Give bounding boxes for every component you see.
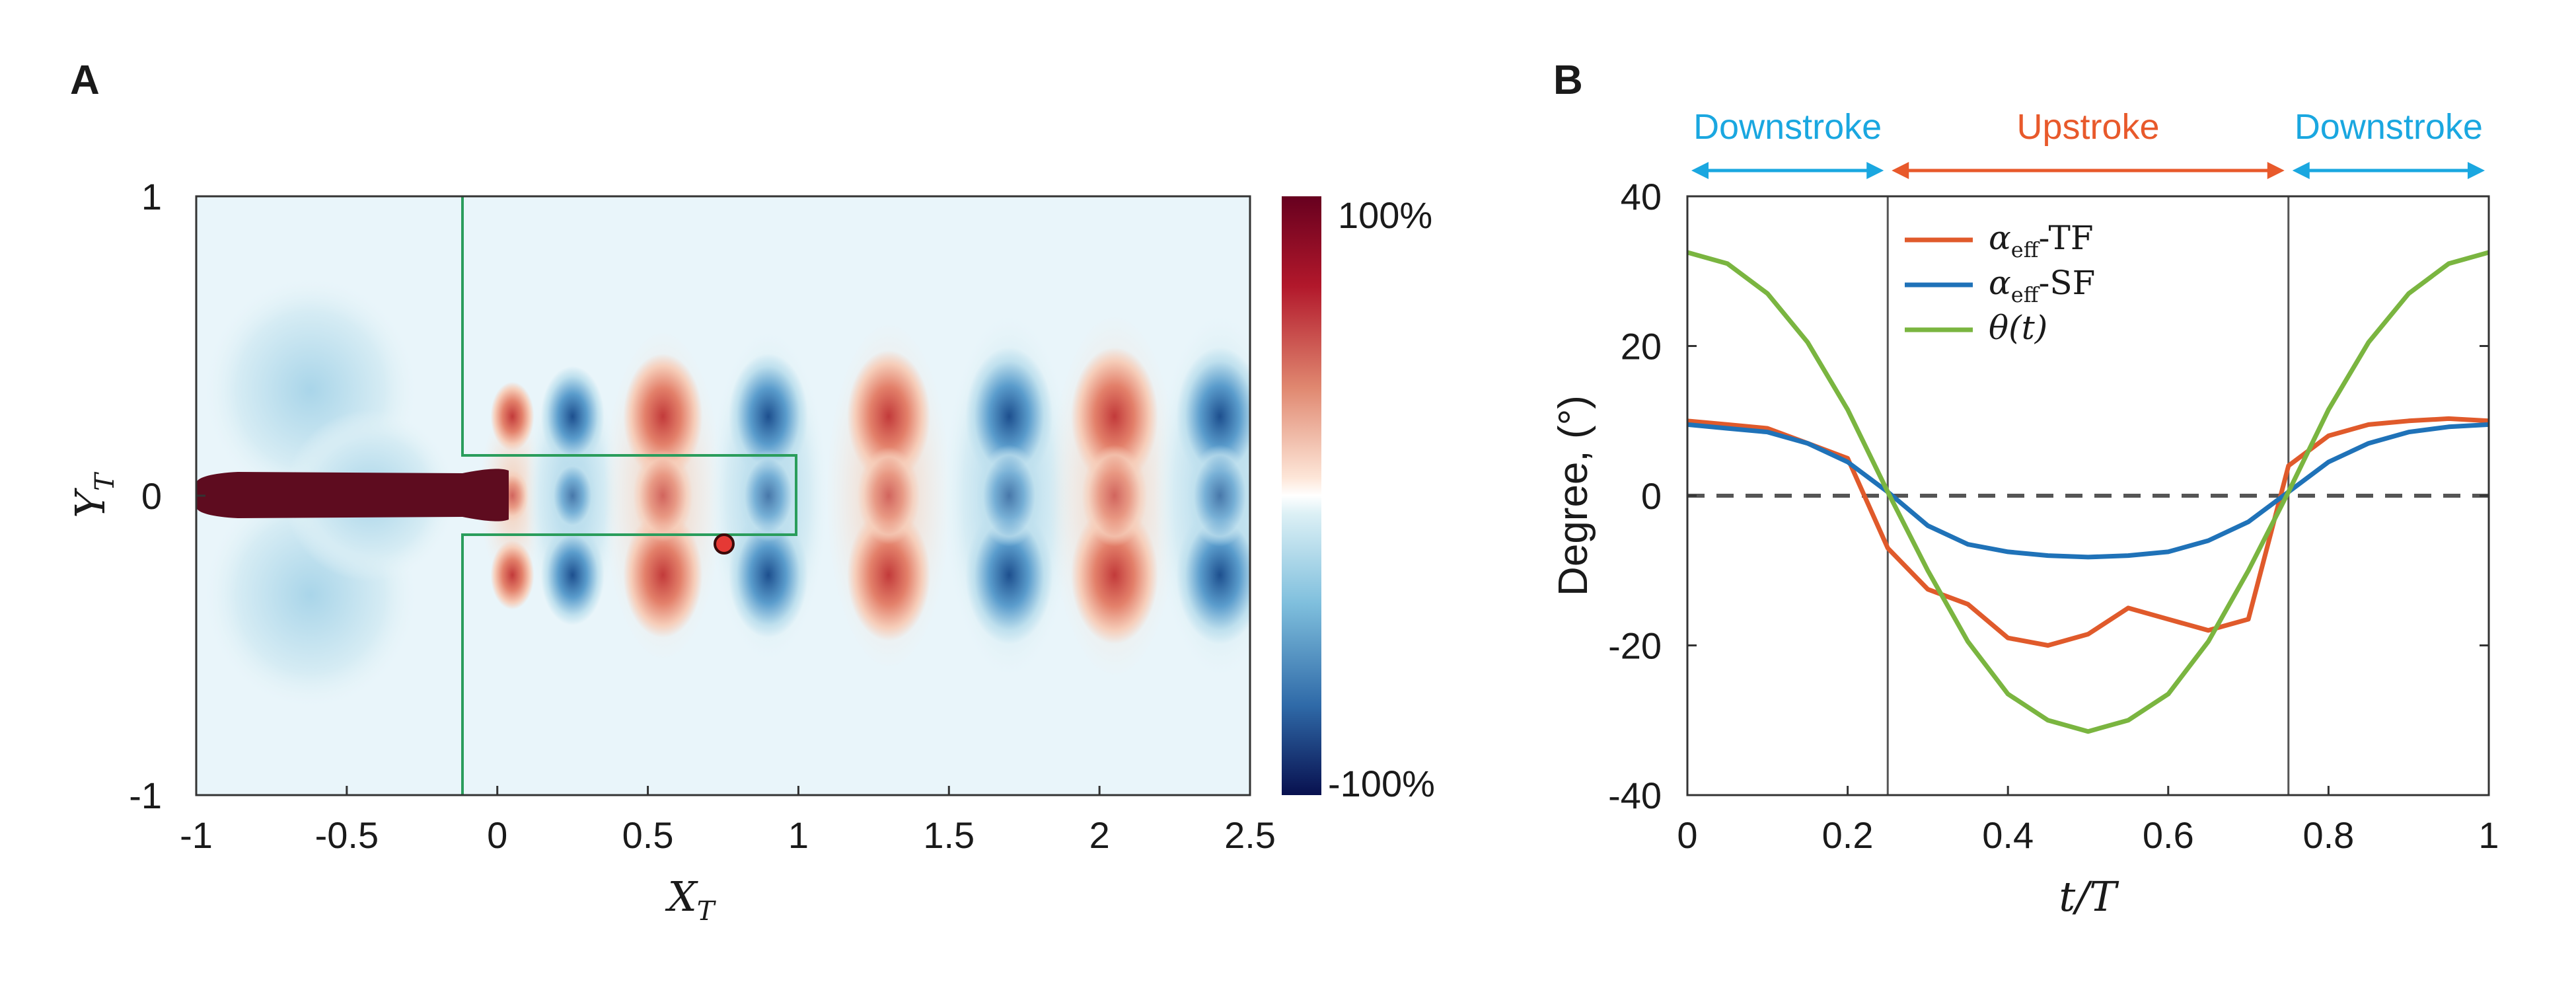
wake-vortex-upper <box>847 350 931 482</box>
wake-vortex-lower <box>540 525 605 625</box>
wake-vortex-center <box>976 445 1042 547</box>
wake-vortex-center <box>1082 445 1148 547</box>
panel-b-xlabel: t/T <box>2059 872 2119 921</box>
panel-b-ylabel: Degree, (°) <box>1551 395 1596 596</box>
phase-label: Upstroke <box>2016 107 2159 147</box>
x-tick-label: 0 <box>1677 814 1697 856</box>
wake-vortex-upper <box>728 354 808 479</box>
panel-b-series <box>1687 250 2489 734</box>
wake-vortex-center <box>857 447 920 545</box>
wake-vortex-upper <box>623 354 703 479</box>
panel-a-ylabel-sub: T <box>90 471 120 491</box>
wake-vortex-lower <box>728 512 808 638</box>
y-tick-label: 0 <box>141 475 162 517</box>
x-tick-label: 1 <box>2478 814 2499 856</box>
panel-b-ticks: 0 0.2 0.4 0.6 0.8 1 40 20 0 -20 -40 <box>1608 176 2499 856</box>
wake-vortex-center <box>633 449 693 542</box>
legend-entry-0: αeff-TF <box>1989 219 2094 262</box>
y-tick-label: 20 <box>1621 326 1662 367</box>
x-tick-label: -1 <box>180 814 213 856</box>
wake-vortex-upper <box>1070 347 1158 486</box>
y-tick-label: 0 <box>1641 475 1662 517</box>
wake-vortex-center <box>548 459 597 533</box>
wake-vortex-lower <box>623 512 703 638</box>
wake-vortex-upper <box>540 366 605 467</box>
wake-vortex-lower <box>847 509 931 641</box>
wake-vortex-upper <box>490 381 534 451</box>
phase-annotations: Downstroke Upstroke Downstroke <box>1691 107 2485 179</box>
x-tick-label: 1.5 <box>923 814 975 856</box>
panel-b-label: B <box>1553 58 1583 103</box>
legend-suffix: -TF <box>2038 219 2093 257</box>
panel-a-label: A <box>70 58 100 103</box>
y-tick-label: -20 <box>1608 625 1662 667</box>
wake-vortices <box>480 314 1250 677</box>
legend-symbol: θ <box>1989 309 2008 347</box>
panel-a-xlabel-sub: T <box>697 896 717 927</box>
x-tick-label: 0.8 <box>2302 814 2354 856</box>
legend-subscript: eff <box>2011 237 2040 262</box>
x-tick-label: 0 <box>487 814 507 856</box>
wake-vortex-lower <box>490 540 534 610</box>
x-tick-label: 0.4 <box>1982 814 2034 856</box>
x-tick-label: 0.6 <box>2143 814 2194 856</box>
phase-label: Downstroke <box>2295 107 2483 147</box>
y-tick-label: 1 <box>141 176 162 217</box>
colorbar-max-label: 100% <box>1338 194 1432 236</box>
y-tick-label: -1 <box>129 775 162 816</box>
y-tick-label: -40 <box>1608 775 1662 816</box>
colorbar-min-label: -100% <box>1328 763 1435 804</box>
legend-symbol: α <box>1989 219 2011 257</box>
phase-arrow-head-left <box>1691 162 1709 179</box>
phase-arrow-head-left <box>1892 162 1909 179</box>
panel-a-plot-area <box>196 196 1250 795</box>
y-tick-label: 40 <box>1621 176 1662 217</box>
wake-vortex-center <box>738 449 798 542</box>
legend-suffix: (t) <box>2008 309 2047 347</box>
phase-arrow-head-left <box>2292 162 2310 179</box>
subdomain-outline <box>461 196 797 795</box>
legend-subscript: eff <box>2011 282 2040 307</box>
x-tick-label: 0.5 <box>622 814 674 856</box>
phase-arrow-head-right <box>2468 162 2485 179</box>
legend-entry-1: αeff-SF <box>1989 264 2095 307</box>
panel-b-background <box>1687 196 2489 795</box>
series-line-1 <box>1687 422 2489 560</box>
legend-suffix: -SF <box>2038 264 2095 302</box>
x-tick-label: -0.5 <box>315 814 379 856</box>
panel-a-ylabel: YT <box>66 471 120 518</box>
wake-vortex-lower <box>965 506 1053 644</box>
wake-vortex-lower <box>1070 506 1158 644</box>
wake-vortex-upper <box>965 347 1053 486</box>
wake-vortex-center <box>1187 445 1250 547</box>
series-line-2 <box>1687 250 2489 734</box>
panel-a-xlabel: XT <box>665 872 717 927</box>
x-tick-label: 2.5 <box>1224 814 1276 856</box>
probe-point <box>714 533 735 555</box>
phase-arrow-head-right <box>1866 162 1884 179</box>
x-tick-label: 0.2 <box>1822 814 1874 856</box>
x-tick-label: 2 <box>1089 814 1110 856</box>
colorbar <box>1282 196 1321 795</box>
swimmer-body <box>196 469 509 521</box>
legend-entry-2: θ(t) <box>1989 309 2047 347</box>
legend-symbol: α <box>1989 264 2011 302</box>
phase-label: Downstroke <box>1693 107 1882 147</box>
phase-arrow-head-right <box>2267 162 2285 179</box>
panel-a-ticks: -1 -0.5 0 0.5 1 1.5 2 2.5 1 0 -1 <box>129 176 1276 856</box>
x-tick-label: 1 <box>788 814 809 856</box>
